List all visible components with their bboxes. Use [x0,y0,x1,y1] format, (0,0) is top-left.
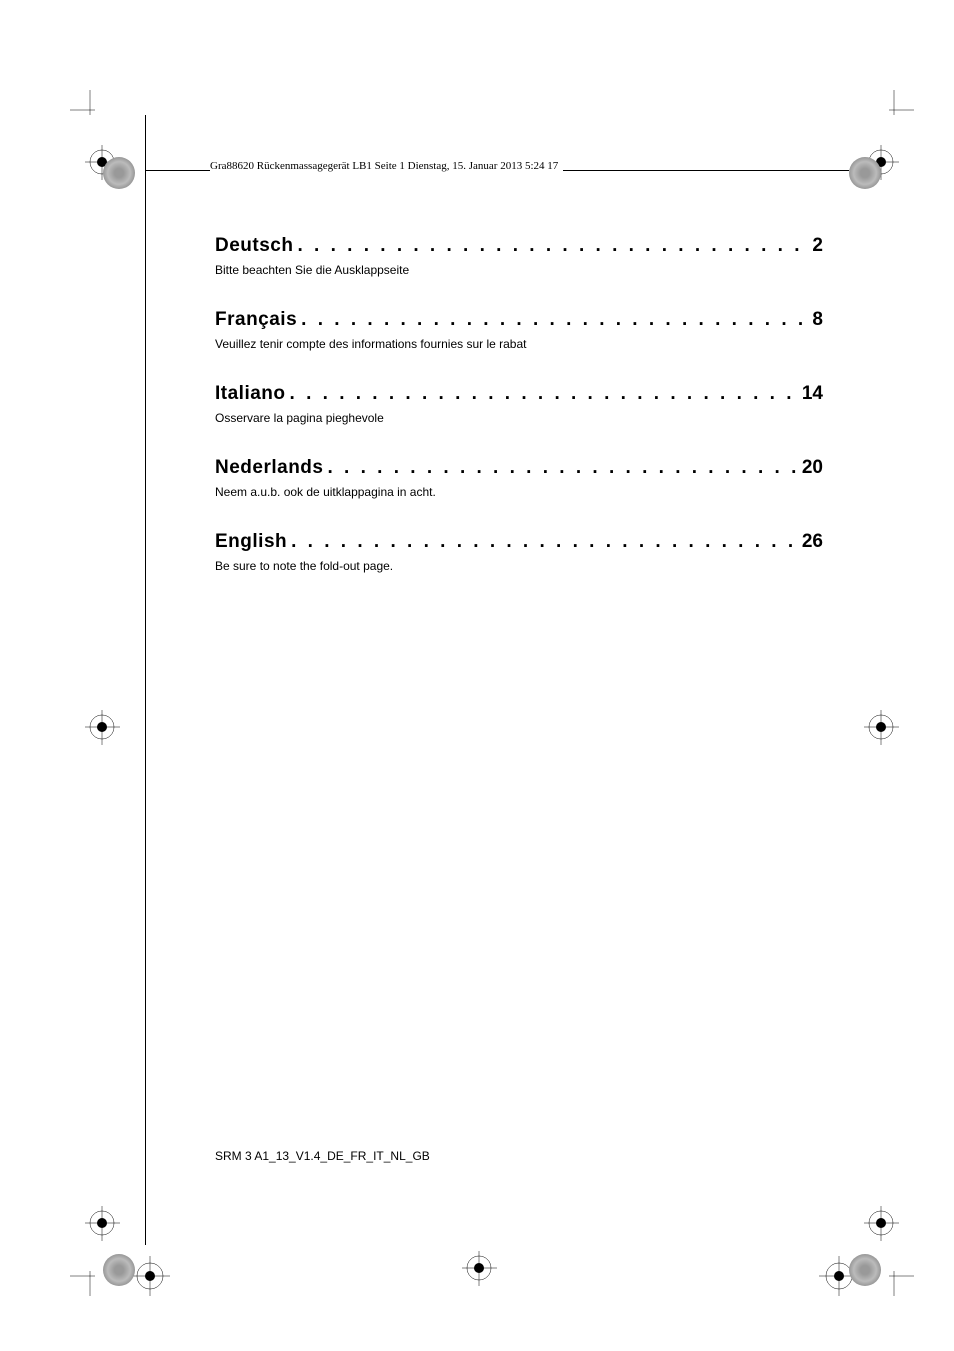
page-footer-text: SRM 3 A1_13_V1.4_DE_FR_IT_NL_GB [215,1149,430,1163]
color-registration-circle [103,1254,135,1286]
toc-language-label: Nederlands [215,457,323,479]
toc-page-number: 20 [802,457,823,479]
toc-subtitle: Osservare la pagina pieghevole [215,411,823,425]
registration-mark [864,1206,899,1241]
toc-subtitle: Veuillez tenir compte des informations f… [215,337,823,351]
registration-mark [85,1206,120,1241]
toc-language-label: Italiano [215,383,286,405]
toc-entry-francais: Français 8 Veuillez tenir compte des inf… [215,309,823,351]
registration-mark [462,1251,497,1286]
toc-leader-dots [323,457,801,479]
page-header-text: Gra88620 Rückenmassagegerät LB1 Seite 1 … [210,160,563,172]
color-registration-circle [849,1254,881,1286]
toc-entry-nederlands: Nederlands 20 Neem a.u.b. ook de uitklap… [215,457,823,499]
registration-mark [864,710,899,745]
toc-entry-italiano: Italiano 14 Osservare la pagina pieghevo… [215,383,823,425]
color-registration-circle [103,157,135,189]
toc-leader-dots [297,309,812,331]
toc-leader-dots [286,383,802,405]
toc-leader-dots [287,531,802,553]
toc-page-number: 2 [812,235,823,257]
registration-mark [85,710,120,745]
toc-subtitle: Neem a.u.b. ook de uitklappagina in acht… [215,485,823,499]
registration-mark [130,1256,170,1296]
toc-language-label: English [215,531,287,553]
toc-page-number: 14 [802,383,823,405]
toc-subtitle: Be sure to note the fold-out page. [215,559,823,573]
crop-mark-bottom-right [874,1256,914,1296]
crop-mark-top-right [874,90,914,130]
toc-page-number: 26 [802,531,823,553]
toc-language-label: Français [215,309,297,331]
toc-language-label: Deutsch [215,235,293,257]
table-of-contents: Deutsch 2 Bitte beachten Sie die Ausklap… [215,235,823,605]
toc-leader-dots [293,235,812,257]
crop-mark-top-left [70,90,110,130]
toc-subtitle: Bitte beachten Sie die Ausklappseite [215,263,823,277]
toc-page-number: 8 [812,309,823,331]
toc-entry-english: English 26 Be sure to note the fold-out … [215,531,823,573]
toc-entry-deutsch: Deutsch 2 Bitte beachten Sie die Ausklap… [215,235,823,277]
color-registration-circle [849,157,881,189]
